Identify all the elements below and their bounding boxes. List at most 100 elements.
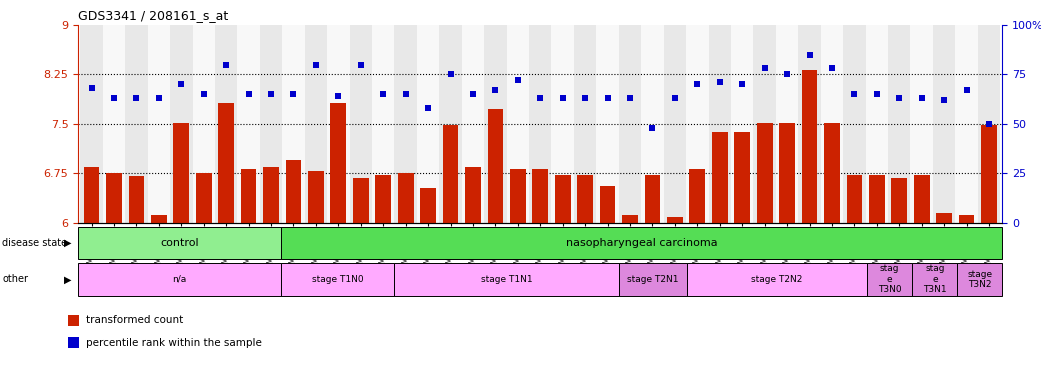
- Point: [532, 95, 549, 101]
- Bar: [260, 25, 282, 223]
- Text: percentile rank within the sample: percentile rank within the sample: [86, 338, 262, 348]
- Point: [128, 95, 145, 101]
- Bar: [780, 122, 795, 223]
- Bar: [686, 25, 709, 223]
- Bar: [644, 175, 660, 223]
- Point: [105, 95, 122, 101]
- Point: [487, 87, 504, 93]
- Bar: [578, 175, 593, 223]
- Bar: [911, 25, 933, 223]
- Point: [151, 95, 168, 101]
- Point: [83, 85, 100, 91]
- Bar: [282, 25, 305, 223]
- Point: [555, 95, 572, 101]
- Point: [285, 91, 302, 97]
- Point: [711, 79, 728, 85]
- Point: [757, 65, 773, 71]
- Bar: [421, 189, 436, 223]
- Bar: [619, 263, 687, 296]
- Point: [240, 91, 257, 97]
- Text: nasopharyngeal carcinoma: nasopharyngeal carcinoma: [566, 238, 717, 248]
- Bar: [867, 263, 912, 296]
- Bar: [709, 25, 731, 223]
- Bar: [959, 215, 974, 223]
- Bar: [193, 25, 214, 223]
- Bar: [151, 215, 167, 223]
- Bar: [350, 25, 372, 223]
- Point: [689, 81, 706, 88]
- Bar: [641, 25, 664, 223]
- Bar: [462, 25, 484, 223]
- Bar: [507, 25, 529, 223]
- Bar: [442, 125, 458, 223]
- Point: [353, 61, 370, 68]
- Bar: [532, 169, 549, 223]
- Bar: [68, 315, 79, 326]
- Bar: [68, 337, 79, 348]
- Bar: [600, 187, 615, 223]
- Bar: [912, 263, 958, 296]
- Point: [509, 77, 526, 83]
- Bar: [798, 25, 820, 223]
- Bar: [664, 25, 686, 223]
- Bar: [529, 25, 552, 223]
- Bar: [281, 227, 1002, 259]
- Text: ▶: ▶: [64, 238, 71, 248]
- Bar: [596, 25, 618, 223]
- Bar: [196, 173, 211, 223]
- Bar: [914, 175, 930, 223]
- Point: [734, 81, 751, 88]
- Bar: [888, 25, 911, 223]
- Bar: [982, 125, 997, 223]
- Bar: [712, 132, 728, 223]
- Point: [420, 105, 436, 111]
- Text: disease state: disease state: [2, 238, 68, 248]
- Bar: [958, 263, 1002, 296]
- Bar: [240, 169, 256, 223]
- Point: [666, 95, 683, 101]
- Bar: [125, 25, 148, 223]
- Bar: [83, 167, 99, 223]
- Text: ▶: ▶: [64, 274, 71, 285]
- Point: [981, 121, 997, 127]
- Bar: [376, 175, 391, 223]
- Text: stage T2N2: stage T2N2: [752, 275, 803, 284]
- Point: [936, 97, 953, 103]
- Bar: [103, 25, 125, 223]
- Point: [802, 51, 818, 58]
- Bar: [80, 25, 103, 223]
- Point: [196, 91, 212, 97]
- Text: stage T1N0: stage T1N0: [311, 275, 363, 284]
- Bar: [327, 25, 350, 223]
- Bar: [689, 169, 705, 223]
- Point: [913, 95, 930, 101]
- Bar: [465, 167, 481, 223]
- Point: [330, 93, 347, 99]
- Bar: [866, 25, 888, 223]
- Bar: [869, 175, 885, 223]
- Text: stage T2N1: stage T2N1: [628, 275, 679, 284]
- Bar: [78, 263, 281, 296]
- Point: [375, 91, 391, 97]
- Bar: [734, 132, 751, 223]
- Bar: [776, 25, 798, 223]
- Bar: [754, 25, 776, 223]
- Bar: [372, 25, 395, 223]
- Point: [464, 91, 481, 97]
- Point: [173, 81, 189, 88]
- Bar: [353, 178, 369, 223]
- Bar: [393, 263, 619, 296]
- Bar: [174, 122, 189, 223]
- Text: n/a: n/a: [173, 275, 186, 284]
- Text: GDS3341 / 208161_s_at: GDS3341 / 208161_s_at: [78, 9, 228, 22]
- Bar: [106, 173, 122, 223]
- Bar: [933, 25, 956, 223]
- Text: stage
T3N2: stage T3N2: [967, 270, 992, 289]
- Bar: [824, 122, 840, 223]
- Bar: [623, 215, 638, 223]
- Text: control: control: [160, 238, 199, 248]
- Text: stag
e
T3N1: stag e T3N1: [923, 265, 946, 294]
- Bar: [398, 173, 413, 223]
- Point: [262, 91, 279, 97]
- Bar: [214, 25, 237, 223]
